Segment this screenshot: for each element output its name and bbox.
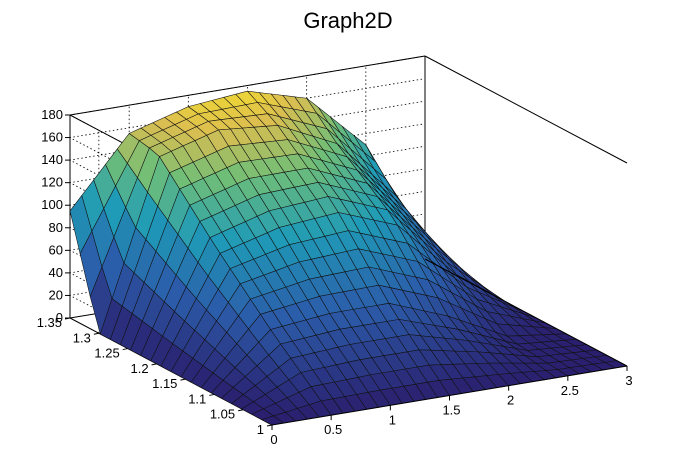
y-tick-label: 1.2 (130, 361, 148, 376)
y-tick-label: 1.1 (188, 391, 206, 406)
y-tick (266, 424, 273, 427)
z-tick-label: 180 (41, 107, 63, 122)
z-tick-label: 140 (41, 152, 63, 167)
x-tick-label: 2.5 (561, 383, 579, 398)
back-frame-edge (69, 55, 426, 116)
y-tick (238, 409, 244, 412)
chart-title: Graph2D (303, 8, 392, 33)
y-tick (180, 378, 186, 381)
z-tick-label: 160 (41, 130, 63, 145)
y-tick-label: 1.3 (73, 330, 91, 345)
y-tick-label: 1.15 (152, 376, 177, 391)
x-tick-label: 0.5 (324, 422, 342, 437)
front-frame-edge (424, 258, 628, 367)
z-tick-label: 120 (41, 175, 63, 190)
y-tick-label: 1 (257, 422, 264, 437)
y-tick (209, 393, 215, 396)
z-tick-label: 80 (49, 220, 63, 235)
z-tick-label: 0 (56, 310, 63, 325)
z-tick-label: 100 (41, 197, 63, 212)
y-tick (122, 348, 128, 351)
x-tick-label: 3 (625, 373, 632, 388)
x-tick-label: 1 (389, 412, 396, 427)
y-tick-label: 1.05 (210, 407, 235, 422)
y-tick-label: 1.25 (94, 346, 119, 361)
y-tick (151, 363, 157, 366)
x-tick-label: 2 (507, 393, 514, 408)
back-frame-edge (424, 55, 628, 164)
x-tick-label: 0 (270, 432, 277, 447)
z-tick-label: 40 (49, 265, 63, 280)
z-tick-label: 60 (49, 242, 63, 257)
y-tick (93, 332, 99, 335)
y-tick (64, 317, 71, 320)
z-tick-label: 20 (49, 287, 63, 302)
axis-ticks: 0 20 40 60 80 100 120 140 160 180 0 0.5 1 1.5 2 2.5 3 1 1.… (37, 107, 633, 447)
x-tick-label: 1.5 (442, 403, 460, 418)
surface-mesh (69, 90, 628, 426)
y-tick-label: 1.35 (37, 315, 62, 330)
